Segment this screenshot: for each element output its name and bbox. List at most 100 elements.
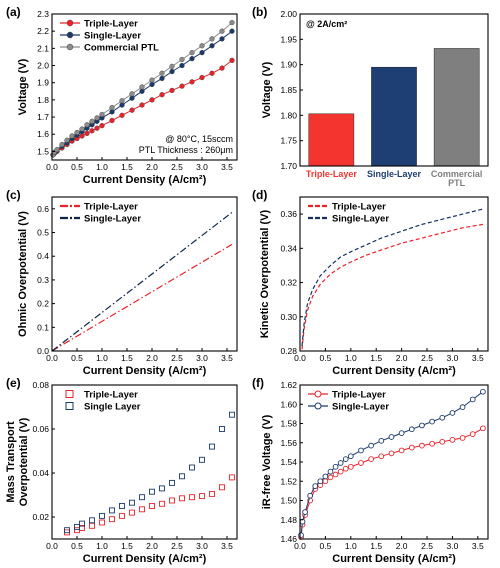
data-point: [179, 495, 185, 502]
data-point: [337, 468, 344, 475]
data-point: [209, 36, 215, 42]
x-axis-label: Current Density (A/cm²): [83, 365, 207, 377]
data-point: [139, 84, 145, 90]
data-point: [89, 128, 95, 134]
x-tick-label: 3.0: [447, 541, 459, 551]
y-tick-label: 0.28: [280, 346, 297, 356]
data-point: [129, 95, 135, 101]
x-axis-label: Current Density (A/cm²): [83, 553, 207, 565]
legend-label: Triple-Layer: [84, 202, 138, 213]
y-tick-label: 0.30: [280, 312, 297, 322]
panel-e: (e) 0.0 0.5 1.0 1.5 2.0 2.5 3.0 3.5 Current Densi…: [5, 376, 238, 565]
data-point: [322, 478, 329, 485]
x-tick-label: 3.0: [196, 162, 208, 172]
legend-label: Triple-Layer: [84, 390, 138, 401]
data-point: [219, 484, 225, 491]
y-tick-label: 2.2: [37, 26, 49, 36]
x-axis-label: Current Density (A/cm²): [332, 553, 456, 565]
x-tick-label: 3.0: [196, 541, 208, 551]
y-tick-label: 2.0: [37, 61, 49, 71]
data-point: [347, 463, 354, 470]
data-point: [119, 98, 125, 104]
legend-label: Triple-Layer: [332, 202, 386, 213]
data-point: [189, 50, 195, 56]
data-point: [347, 453, 354, 460]
data-point: [179, 473, 185, 480]
x-tick-label: 0.0: [294, 353, 306, 363]
legend-marker: [66, 31, 74, 39]
data-point: [469, 431, 476, 437]
plot-frame: [51, 384, 238, 540]
data-point: [302, 509, 308, 515]
data-point: [119, 112, 125, 118]
y-tick-label: 0.34: [280, 243, 297, 253]
x-tick-label: 2.0: [146, 541, 158, 551]
data-point: [74, 523, 80, 530]
data-point: [439, 414, 446, 421]
data-point: [149, 77, 155, 83]
data-point: [408, 444, 415, 451]
data-point: [419, 422, 425, 429]
y-tick-label: 1.75: [280, 136, 297, 146]
data-point: [149, 503, 155, 509]
data-point: [169, 497, 175, 504]
data-point: [189, 79, 195, 85]
data-point: [169, 479, 175, 486]
x-tick-label: 1.5: [121, 353, 133, 363]
y-tick-label: 0.0: [37, 346, 49, 356]
data-point: [179, 56, 185, 63]
y-tick-label: 1.70: [280, 161, 297, 171]
x-tick-label: 2.0: [146, 353, 158, 363]
x-tick-label: 0.5: [319, 541, 331, 551]
x-tick-label: 2.0: [396, 353, 408, 363]
legend-label: Triple-Layer: [84, 19, 138, 30]
data-point: [129, 91, 135, 97]
data-point: [139, 494, 145, 501]
bar: [308, 113, 355, 167]
x-tick-label: 3.5: [221, 541, 233, 551]
data-point: [429, 418, 435, 425]
y-axis-label: Kinetic Overpotential (V): [259, 209, 271, 338]
data-point: [99, 512, 105, 519]
data-point: [459, 404, 466, 410]
data-point: [179, 62, 185, 69]
y-tick-label: 1.8: [37, 95, 49, 105]
panel-label: (c): [6, 188, 21, 202]
data-point: [119, 102, 125, 108]
x-tick-label: 3.5: [221, 353, 233, 363]
data-point: [312, 483, 319, 489]
panel-f: (f) 0.0 0.5 1.0 1.5 2.0 2.5 3.0 3.5 Current Densi…: [252, 376, 489, 565]
y-tick-label: 0.3: [37, 275, 49, 285]
x-tick-label: 1.0: [96, 162, 108, 172]
y-tick-label: 1.54: [280, 457, 297, 467]
legend-label: Single-Layer: [332, 402, 389, 413]
data-point: [89, 522, 95, 529]
x-axis-label: Current Density (A/cm²): [332, 365, 456, 377]
panel-a: (a) 0.0 0.5 1.0 1.5 2.0 2.5 3.0 3.5 Current Densi…: [6, 5, 238, 186]
x-tick-label: 2.5: [421, 353, 433, 363]
data-point: [79, 126, 85, 132]
y-tick-label: 0.1: [37, 322, 49, 332]
y-tick-label: 2.1: [37, 43, 49, 53]
legend-label: Commercial PTL: [84, 43, 159, 54]
data-point: [189, 464, 195, 471]
y-tick-label: 1.58: [280, 419, 297, 429]
legend-marker: [66, 43, 74, 51]
category-label: Single-Layer: [367, 169, 422, 179]
x-tick-label: 3.0: [447, 353, 459, 363]
y-tick-label: 1.50: [280, 496, 297, 506]
data-point: [342, 456, 349, 462]
x-tick-label: 0.5: [71, 162, 83, 172]
series-line: [300, 391, 484, 536]
x-tick-label: 3.5: [221, 162, 233, 172]
annotation: @ 2A/cm²: [306, 19, 347, 29]
data-point: [229, 411, 235, 418]
data-point: [358, 447, 364, 454]
x-tick-label: 1.5: [121, 541, 133, 551]
data-point: [109, 105, 115, 111]
series-line: [51, 243, 233, 352]
panel-label: (e): [6, 376, 21, 390]
y-tick-label: 0.08: [32, 380, 49, 390]
y-tick-label: 0.36: [280, 209, 297, 219]
